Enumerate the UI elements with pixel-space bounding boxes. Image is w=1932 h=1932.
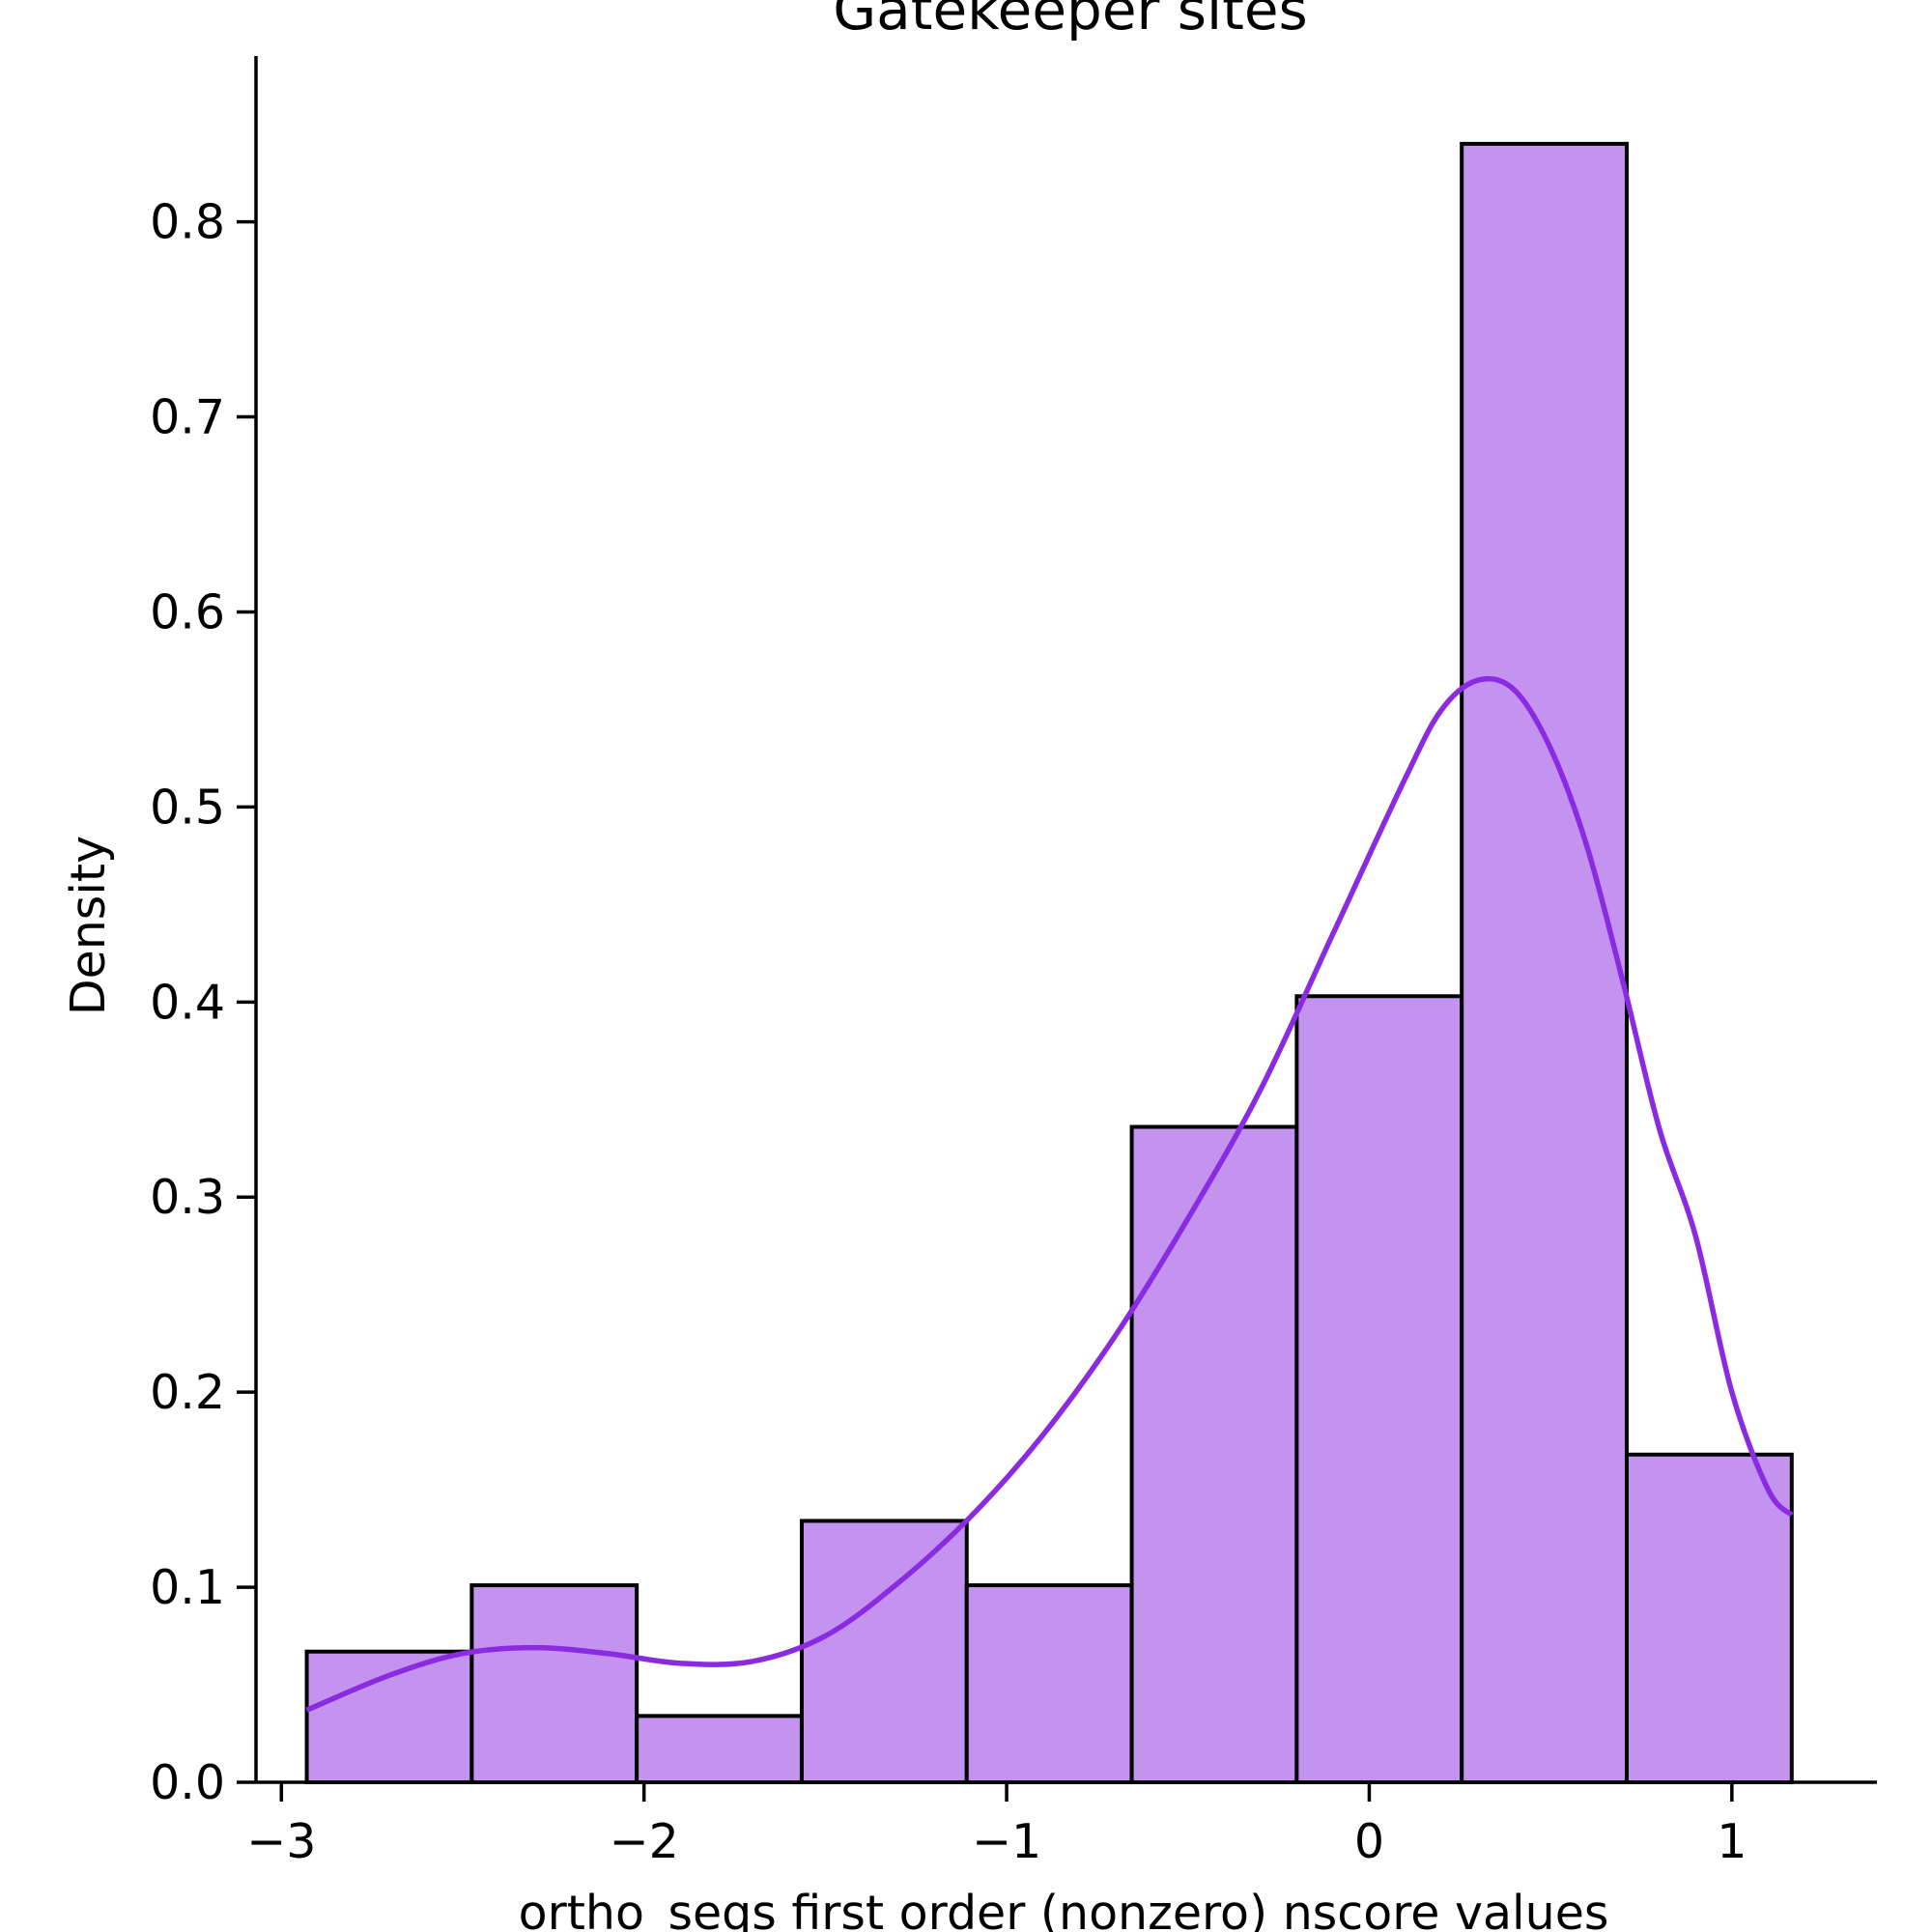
chart-title: Gatekeeper sites <box>833 0 1308 43</box>
histogram-bar <box>1294 994 1464 1785</box>
x-tick-label: −2 <box>610 1814 679 1869</box>
histogram-bar <box>799 1519 969 1785</box>
histogram-bar <box>1624 1452 1794 1784</box>
x-tick-label: −3 <box>246 1814 316 1869</box>
kde-curve <box>305 675 1794 1713</box>
x-axis-ticks: −3 −2 −1 0 1 <box>246 1782 1747 1869</box>
y-tick-label: 0.6 <box>150 584 225 639</box>
x-tick-label: 1 <box>1717 1814 1747 1869</box>
y-axis-ticks: 0.0 0.1 0.2 0.3 0.4 0.5 0.6 0.7 0.8 <box>150 195 256 1810</box>
x-axis-title: ortho_seqs first order (nonzero) nscore … <box>519 1886 1609 1932</box>
histogram-bar <box>1129 1124 1299 1784</box>
y-tick-label: 0.2 <box>150 1365 225 1420</box>
x-tick-label: 0 <box>1354 1814 1384 1869</box>
y-tick-label: 0.7 <box>150 390 225 445</box>
y-tick-label: 0.1 <box>150 1560 225 1615</box>
histogram-bar <box>964 1583 1134 1785</box>
y-tick-label: 0.0 <box>150 1755 225 1810</box>
histogram-bar <box>1460 141 1629 1785</box>
histogram-bars <box>304 141 1794 1785</box>
y-tick-label: 0.8 <box>150 195 225 250</box>
y-tick-label: 0.4 <box>150 975 225 1030</box>
histogram-bar <box>635 1714 804 1785</box>
histogram-bar <box>304 1649 474 1785</box>
y-tick-label: 0.3 <box>150 1170 225 1225</box>
y-tick-label: 0.5 <box>150 780 225 835</box>
y-axis-title: Density <box>61 836 116 1015</box>
x-tick-label: −1 <box>972 1814 1041 1869</box>
histogram-bar <box>469 1583 639 1785</box>
